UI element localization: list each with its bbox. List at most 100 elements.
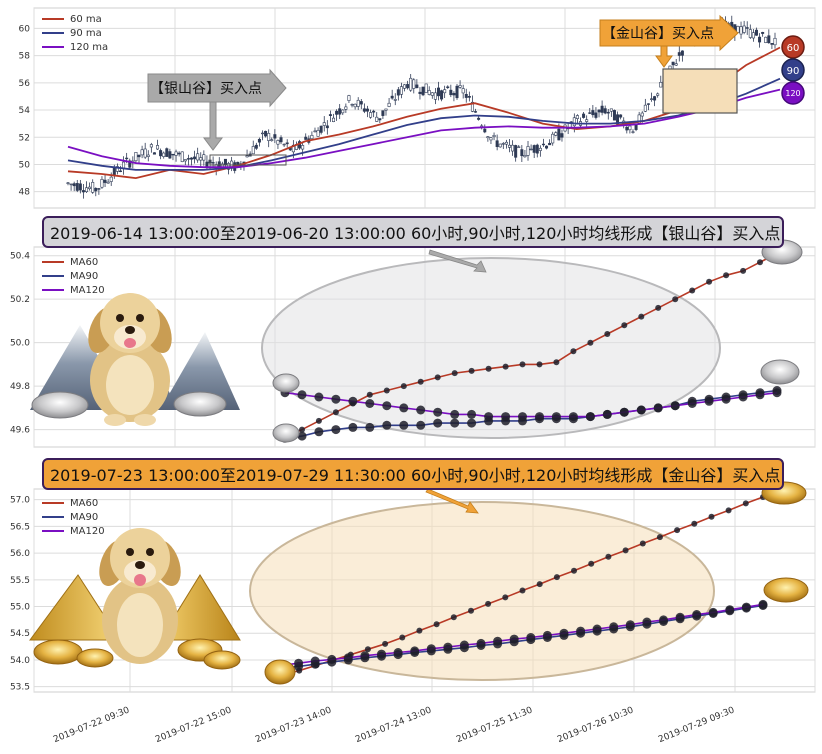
data-point-ma120 <box>509 634 519 644</box>
candle-body <box>507 144 511 148</box>
data-point-ma120 <box>542 630 552 640</box>
candle-body <box>520 149 524 157</box>
candle-body <box>433 92 437 100</box>
candle-body <box>650 98 654 100</box>
legend-label-ma90: MA90 <box>70 512 98 523</box>
gold-callout-label: 【金山谷】买入点 <box>602 26 714 42</box>
candle-body <box>646 103 650 105</box>
data-point-ma90 <box>331 425 341 435</box>
candle-body <box>257 138 261 143</box>
candle-body <box>189 157 193 160</box>
data-point-ma120 <box>653 403 663 413</box>
silver-highlight-ellipse <box>261 257 721 439</box>
candle-body <box>483 128 487 133</box>
data-point-ma60 <box>639 540 646 547</box>
data-point-ma120 <box>382 401 392 411</box>
candle-body <box>335 110 339 115</box>
candle-body <box>304 136 308 140</box>
candle-body <box>535 144 539 154</box>
candle-body <box>745 27 749 29</box>
legend: MA60 MA90 MA120 <box>42 257 105 296</box>
candle-body <box>261 132 265 135</box>
candle-body <box>273 134 277 139</box>
data-point-ma60 <box>315 417 322 424</box>
candle-body <box>523 155 527 158</box>
candle-body <box>455 85 459 99</box>
data-point-ma120 <box>410 646 420 656</box>
data-point-ma90 <box>416 420 426 430</box>
y-tick-label: 49.8 <box>10 382 30 392</box>
candle-body <box>109 176 113 182</box>
candle-body <box>677 52 681 56</box>
candle-body <box>146 154 150 157</box>
data-point-ma120 <box>476 638 486 648</box>
candle-body <box>585 119 589 122</box>
x-tick-label: 2019-07-22 09:30 <box>52 705 131 745</box>
data-point-ma120 <box>687 399 697 408</box>
candle-body <box>369 112 373 118</box>
candle-body <box>174 151 178 156</box>
data-point-ma60 <box>485 600 492 607</box>
candle-body <box>761 31 765 34</box>
candle-body <box>254 144 258 149</box>
candle-body <box>180 151 184 162</box>
data-point-ma120 <box>738 392 748 402</box>
candle-body <box>387 102 391 107</box>
data-point-ma120 <box>327 654 337 664</box>
y-tick-label: 53.5 <box>10 683 30 693</box>
candle-body <box>88 186 92 189</box>
candle-body <box>572 117 576 127</box>
data-point-ma120 <box>758 599 768 609</box>
data-point-ma120 <box>659 615 668 625</box>
candle-body <box>115 166 119 172</box>
panel-silver-valley: 49.6 49.8 50.0 50.2 50.4 <box>10 239 816 448</box>
candle-body <box>347 95 351 101</box>
data-point-ma60 <box>587 339 594 346</box>
data-point-ma60 <box>485 365 492 372</box>
candle-body <box>554 132 558 136</box>
data-point-ma60 <box>450 614 457 621</box>
gold-ingot-left <box>33 639 83 665</box>
x-tick-label: 2019-07-26 10:30 <box>556 705 635 745</box>
badge-90-label: 90 <box>787 66 800 77</box>
data-point-ma60 <box>655 304 662 311</box>
y-tick-label: 54.5 <box>10 629 30 639</box>
data-point-ma60 <box>742 500 749 507</box>
data-point-ma60 <box>299 426 305 433</box>
dog-eye-right <box>136 314 144 322</box>
candle-body <box>152 152 156 155</box>
candle-body <box>767 35 771 44</box>
silver-pointer-arrow <box>428 249 487 273</box>
candle-body <box>399 86 403 95</box>
candle-body <box>140 149 144 156</box>
data-point-ma120 <box>467 409 477 419</box>
candle-body <box>449 89 453 96</box>
candlesticks <box>66 15 777 199</box>
data-point-ma120 <box>535 412 544 422</box>
y-tick-label: 50.4 <box>10 252 30 262</box>
candle-body <box>591 110 595 116</box>
legend-label-ma90: MA90 <box>70 271 98 282</box>
data-point-ma120 <box>297 390 307 400</box>
candle-body <box>118 170 122 172</box>
candle-body <box>671 61 675 66</box>
candle-body <box>267 133 271 141</box>
data-point-ma120 <box>772 388 782 398</box>
x-tick-labels: 2019-07-22 09:30 2019-07-22 15:00 2019-07-… <box>52 705 736 745</box>
candle-body <box>526 146 530 156</box>
data-point-ma120 <box>619 407 629 417</box>
data-point-ma120 <box>399 403 409 413</box>
legend-label-ma60: MA60 <box>70 498 98 509</box>
data-point-ma60 <box>723 272 730 279</box>
data-point-ma120 <box>443 642 453 652</box>
data-point-ma120 <box>725 605 735 615</box>
candle-body <box>202 154 206 161</box>
y-tick-label: 55.0 <box>10 603 30 613</box>
x-tick-label: 2019-07-24 13:00 <box>354 705 433 745</box>
candle-body <box>134 152 138 162</box>
dog-tongue <box>134 574 146 586</box>
candle-body <box>205 161 209 167</box>
candle-body <box>436 87 440 97</box>
candle-body <box>341 109 345 114</box>
candle-body <box>310 134 314 140</box>
